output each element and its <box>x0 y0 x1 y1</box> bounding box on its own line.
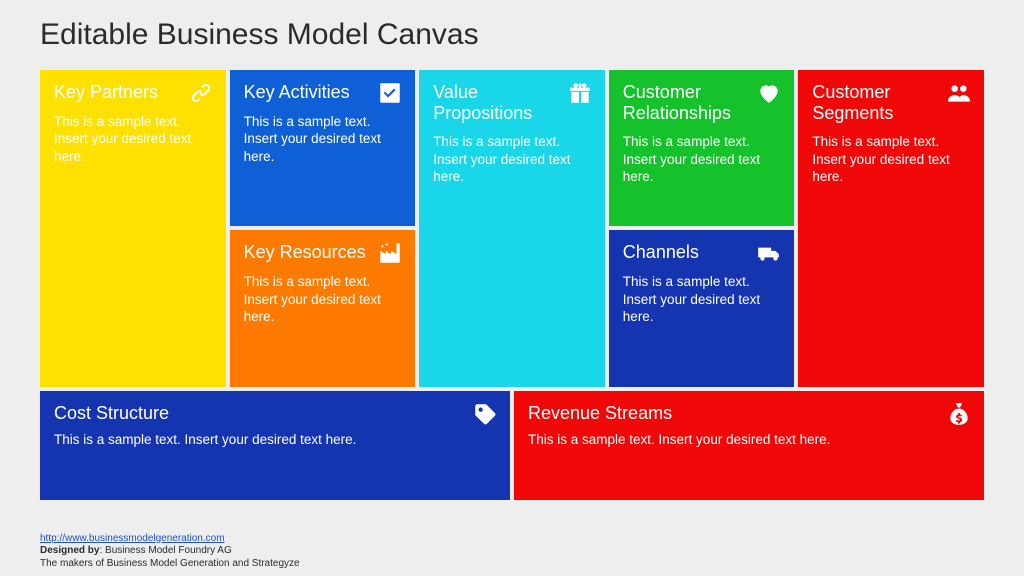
bottom-row: Cost Structure This is a sample text. In… <box>40 391 984 500</box>
block-desc: This is a sample text. Insert your desir… <box>244 273 402 326</box>
block-key-partners: Key Partners This is a sample text. Inse… <box>40 70 226 387</box>
block-desc: This is a sample text. Insert your desir… <box>812 133 970 186</box>
block-desc: This is a sample text. Insert your desir… <box>54 113 212 166</box>
block-cost-structure: Cost Structure This is a sample text. In… <box>40 391 510 500</box>
block-desc: This is a sample text. Insert your desir… <box>528 431 860 449</box>
block-desc: This is a sample text. Insert your desir… <box>433 133 591 186</box>
truck-icon <box>756 240 782 266</box>
slide-title: Editable Business Model Canvas <box>40 18 984 52</box>
block-customer-segments: Customer Segments This is a sample text.… <box>798 70 984 387</box>
moneybag-icon <box>946 401 972 427</box>
block-desc: This is a sample text. Insert your desir… <box>623 273 781 326</box>
slide: Editable Business Model Canvas Key Partn… <box>0 0 1024 576</box>
factory-icon <box>377 240 403 266</box>
block-channels: Channels This is a sample text. Insert y… <box>609 230 795 386</box>
footer-link[interactable]: http://www.businessmodelgeneration.com <box>40 533 225 544</box>
bmc-canvas: Key Partners This is a sample text. Inse… <box>40 70 984 500</box>
heart-icon <box>756 80 782 106</box>
check-icon <box>377 80 403 106</box>
block-key-resources: Key Resources This is a sample text. Ins… <box>230 230 416 386</box>
block-desc: This is a sample text. Insert your desir… <box>623 133 781 186</box>
footer-designed-by-value: : Business Model Foundry AG <box>99 545 231 556</box>
footer-designed-by-label: Designed by <box>40 545 99 556</box>
block-desc: This is a sample text. Insert your desir… <box>54 431 386 449</box>
block-revenue-streams: Revenue Streams This is a sample text. I… <box>514 391 984 500</box>
block-value-propositions: Value Propositions This is a sample text… <box>419 70 605 387</box>
gift-icon <box>567 80 593 106</box>
people-icon <box>946 80 972 106</box>
block-label: Cost Structure <box>54 403 496 424</box>
block-label: Revenue Streams <box>528 403 970 424</box>
block-customer-relationships: Customer Relationships This is a sample … <box>609 70 795 226</box>
link-icon <box>188 80 214 106</box>
tag-icon <box>472 401 498 427</box>
slide-footer: http://www.businessmodelgeneration.com D… <box>40 533 300 571</box>
footer-line3: The makers of Business Model Generation … <box>40 558 300 569</box>
block-desc: This is a sample text. Insert your desir… <box>244 113 402 166</box>
block-key-activities: Key Activities This is a sample text. In… <box>230 70 416 226</box>
